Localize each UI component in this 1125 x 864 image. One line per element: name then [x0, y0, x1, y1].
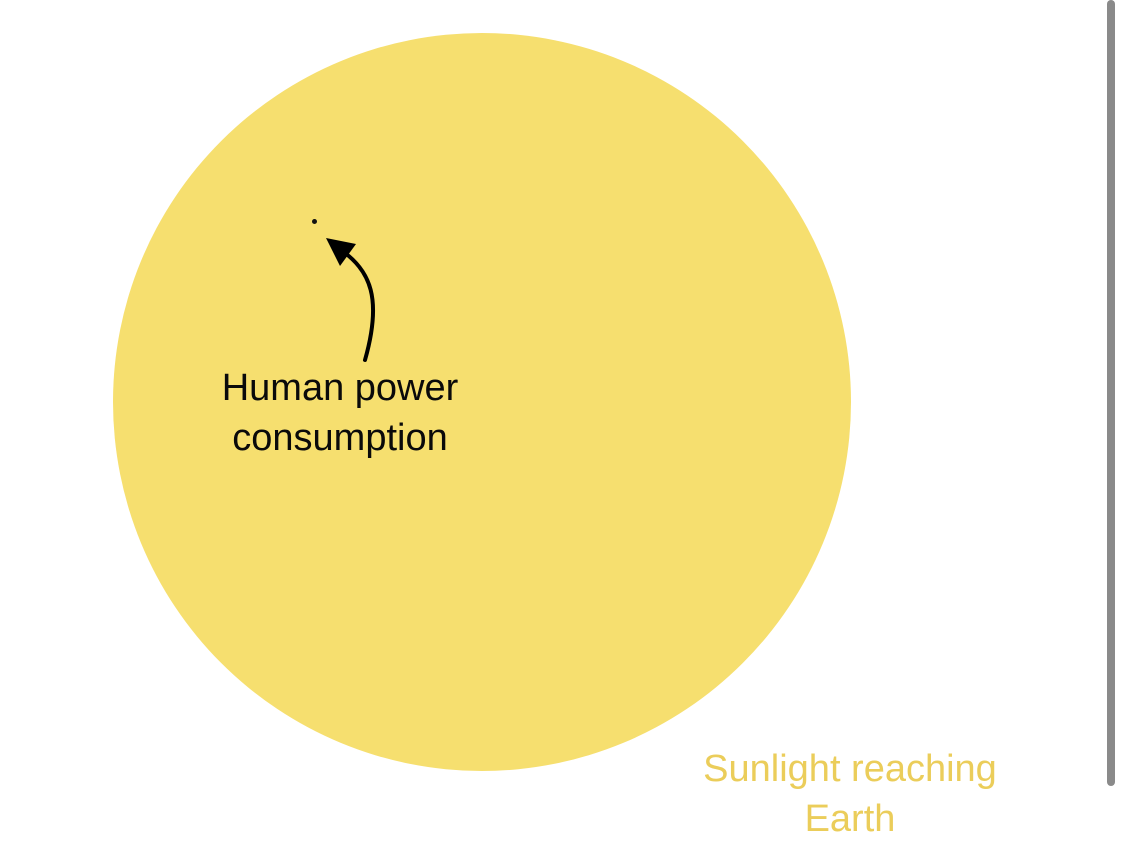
sunlight-label-line-1: Sunlight reaching: [703, 748, 997, 790]
human-power-label: Human power consumption: [190, 363, 490, 463]
human-power-label-line-2: consumption: [232, 417, 448, 459]
sunlight-label: Sunlight reaching Earth: [660, 744, 1040, 844]
human-power-label-line-1: Human power: [221, 367, 459, 409]
sunlight-circle: [113, 33, 851, 771]
vertical-scrollbar[interactable]: [1107, 0, 1115, 786]
sunlight-label-line-2: Earth: [804, 798, 896, 840]
cropped-caption: [0, 852, 1125, 864]
human-power-dot: [312, 219, 317, 224]
